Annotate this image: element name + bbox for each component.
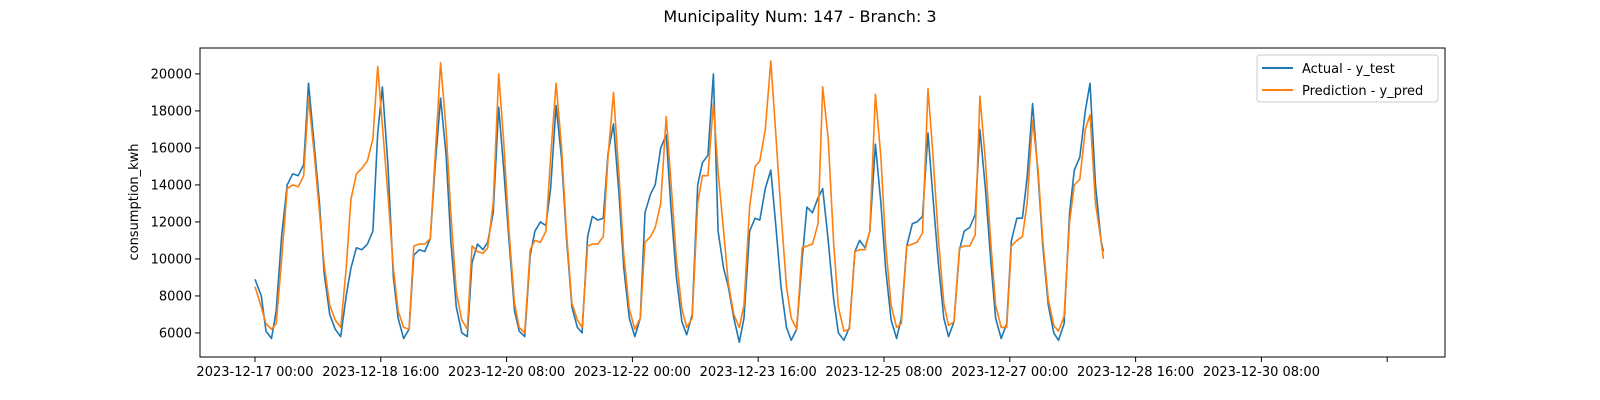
legend-box bbox=[1256, 54, 1439, 103]
y-tick-label: 8000 bbox=[159, 289, 192, 304]
y-tick-label: 10000 bbox=[151, 252, 192, 267]
y-tick-label: 16000 bbox=[151, 141, 192, 156]
x-tick-label: 2023-12-25 08:00 bbox=[825, 365, 942, 380]
x-tick-label: 2023-12-20 08:00 bbox=[448, 365, 565, 380]
y-tick-label: 14000 bbox=[151, 178, 192, 193]
x-tick-label: 2023-12-30 08:00 bbox=[1203, 365, 1320, 380]
x-tick-label: 2023-12-28 16:00 bbox=[1077, 365, 1194, 380]
series-line-actual bbox=[254, 73, 1105, 343]
series-line-prediction bbox=[254, 60, 1105, 334]
plot-frame bbox=[199, 47, 1446, 358]
y-tick-label: 18000 bbox=[151, 104, 192, 119]
series-layer bbox=[254, 60, 1105, 343]
x-axis: 2023-12-17 00:00 2023-12-18 16:00 2023-12-… bbox=[196, 357, 1388, 380]
x-tick-label: 2023-12-18 16:00 bbox=[322, 365, 439, 380]
y-tick-label: 12000 bbox=[151, 215, 192, 230]
legend-label-prediction: Prediction - y_pred bbox=[1302, 84, 1423, 99]
x-tick-label: 2023-12-17 00:00 bbox=[196, 365, 313, 380]
x-tick-label: 2023-12-23 16:00 bbox=[700, 365, 817, 380]
chart-title: Municipality Num: 147 - Branch: 3 bbox=[663, 7, 936, 26]
y-tick-label: 6000 bbox=[159, 326, 192, 341]
legend: Actual - y_test Prediction - y_pred bbox=[1256, 54, 1439, 103]
y-tick-label: 20000 bbox=[151, 67, 192, 82]
y-axis: 6000 8000 10000 12000 14000 16000 18000 20000 bbox=[151, 67, 200, 341]
x-tick-label: 2023-12-22 00:00 bbox=[574, 365, 691, 380]
y-axis-label: consumption_kwh bbox=[127, 143, 142, 260]
legend-label-actual: Actual - y_test bbox=[1302, 62, 1395, 77]
x-tick-label: 2023-12-27 00:00 bbox=[951, 365, 1068, 380]
